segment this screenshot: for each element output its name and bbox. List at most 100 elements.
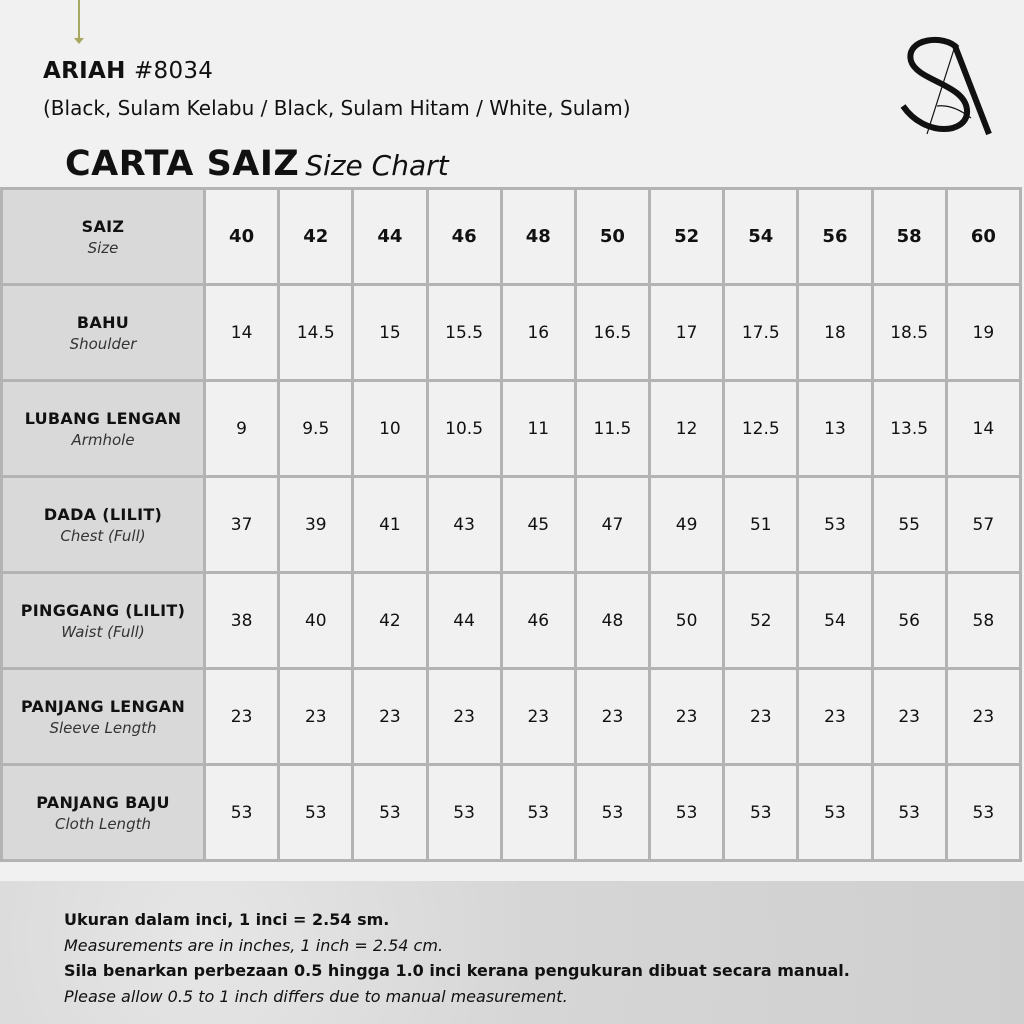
row-label: PANJANG LENGAN bbox=[20, 696, 186, 716]
value-cell: 47 bbox=[573, 475, 652, 574]
value-cell: 53 bbox=[277, 763, 355, 862]
row-sublabel: Cloth Length bbox=[55, 814, 151, 833]
note-tolerance-en: Please allow 0.5 to 1 inch differs due t… bbox=[64, 986, 568, 1006]
row-label-cell: PANJANG BAJU Cloth Length bbox=[0, 763, 206, 862]
row-sublabel: Shoulder bbox=[69, 334, 137, 353]
value-cell: 23 bbox=[648, 667, 726, 766]
value-cell: 23 bbox=[499, 667, 577, 766]
value-cell: 12.5 bbox=[722, 379, 800, 478]
value-cell: 23 bbox=[202, 667, 281, 766]
value-cell: 17.5 bbox=[722, 283, 800, 382]
row-label: DADA (LILIT) bbox=[43, 504, 163, 524]
size-header-cell: 42 bbox=[277, 187, 355, 286]
value-cell: 13.5 bbox=[870, 379, 948, 478]
value-cell: 53 bbox=[425, 763, 503, 862]
header-row: SAIZ Size 40 42 44 46 48 50 52 54 56 58 60 bbox=[0, 187, 1023, 286]
value-cell: 14 bbox=[202, 283, 281, 382]
value-cell: 53 bbox=[796, 763, 874, 862]
table-row: BAHU Shoulder 14 14.5 15 15.5 16 16.5 17 17.5 18 18… bbox=[0, 283, 1023, 382]
size-chart-table: SAIZ Size 40 42 44 46 48 50 52 54 56 58 60 BAHU Should… bbox=[0, 187, 1023, 862]
value-cell: 45 bbox=[499, 475, 577, 574]
value-cell: 13 bbox=[796, 379, 874, 478]
row-label: PINGGANG (LILIT) bbox=[20, 600, 186, 620]
value-cell: 53 bbox=[351, 763, 429, 862]
value-cell: 38 bbox=[202, 571, 281, 670]
chart-title: CARTA SAIZ Size Chart bbox=[65, 144, 449, 184]
row-label: PANJANG BAJU bbox=[36, 792, 170, 812]
value-cell: 53 bbox=[573, 763, 652, 862]
value-cell: 19 bbox=[944, 283, 1023, 382]
value-cell: 16.5 bbox=[573, 283, 652, 382]
size-header-cell: 54 bbox=[722, 187, 800, 286]
value-cell: 41 bbox=[351, 475, 429, 574]
value-cell: 9.5 bbox=[277, 379, 355, 478]
arrow-down-icon bbox=[74, 0, 84, 44]
value-cell: 16 bbox=[499, 283, 577, 382]
value-cell: 10 bbox=[351, 379, 429, 478]
size-header-cell: 40 bbox=[202, 187, 281, 286]
chart-title-sub: Size Chart bbox=[305, 149, 449, 182]
value-cell: 23 bbox=[277, 667, 355, 766]
value-cell: 12 bbox=[648, 379, 726, 478]
size-header-cell: 50 bbox=[573, 187, 652, 286]
value-cell: 53 bbox=[796, 475, 874, 574]
row-label: LUBANG LENGAN bbox=[24, 408, 182, 428]
row-label: SAIZ bbox=[81, 216, 125, 236]
footer-notes: Ukuran dalam inci, 1 inci = 2.54 sm. Mea… bbox=[0, 881, 1024, 1024]
row-sublabel: Chest (Full) bbox=[60, 526, 146, 545]
size-header-cell: 58 bbox=[870, 187, 948, 286]
value-cell: 18 bbox=[796, 283, 874, 382]
value-cell: 48 bbox=[573, 571, 652, 670]
value-cell: 54 bbox=[796, 571, 874, 670]
size-header-cell: 60 bbox=[944, 187, 1023, 286]
value-cell: 17 bbox=[648, 283, 726, 382]
value-cell: 23 bbox=[796, 667, 874, 766]
row-label-cell: PANJANG LENGAN Sleeve Length bbox=[0, 667, 206, 766]
product-code: #8034 bbox=[133, 58, 214, 84]
value-cell: 44 bbox=[425, 571, 503, 670]
value-cell: 53 bbox=[944, 763, 1023, 862]
chart-title-main: CARTA SAIZ bbox=[65, 144, 300, 184]
value-cell: 49 bbox=[648, 475, 726, 574]
row-sublabel: Waist (Full) bbox=[61, 622, 145, 641]
value-cell: 53 bbox=[202, 763, 281, 862]
row-label-cell: SAIZ Size bbox=[0, 187, 206, 286]
row-label-cell: LUBANG LENGAN Armhole bbox=[0, 379, 206, 478]
value-cell: 53 bbox=[648, 763, 726, 862]
value-cell: 23 bbox=[870, 667, 948, 766]
table-row: DADA (LILIT) Chest (Full) 37 39 41 43 45 47 49 51… bbox=[0, 475, 1023, 574]
size-header-cell: 56 bbox=[796, 187, 874, 286]
value-cell: 53 bbox=[499, 763, 577, 862]
value-cell: 53 bbox=[722, 763, 800, 862]
value-cell: 53 bbox=[870, 763, 948, 862]
value-cell: 23 bbox=[425, 667, 503, 766]
value-cell: 57 bbox=[944, 475, 1023, 574]
note-units-ms: Ukuran dalam inci, 1 inci = 2.54 sm. bbox=[64, 910, 390, 929]
row-label-cell: DADA (LILIT) Chest (Full) bbox=[0, 475, 206, 574]
value-cell: 23 bbox=[351, 667, 429, 766]
value-cell: 51 bbox=[722, 475, 800, 574]
row-sublabel: Sleeve Length bbox=[49, 718, 157, 737]
product-title: ARIAH #8034 bbox=[43, 58, 213, 84]
value-cell: 40 bbox=[277, 571, 355, 670]
note-tolerance-ms: Sila benarkan perbezaan 0.5 hingga 1.0 i… bbox=[64, 961, 850, 980]
value-cell: 14 bbox=[944, 379, 1023, 478]
value-cell: 46 bbox=[499, 571, 577, 670]
value-cell: 15 bbox=[351, 283, 429, 382]
value-cell: 56 bbox=[870, 571, 948, 670]
row-label-cell: PINGGANG (LILIT) Waist (Full) bbox=[0, 571, 206, 670]
brand-logo bbox=[900, 36, 992, 136]
value-cell: 43 bbox=[425, 475, 503, 574]
note-units-en: Measurements are in inches, 1 inch = 2.5… bbox=[64, 935, 444, 955]
value-cell: 14.5 bbox=[277, 283, 355, 382]
value-cell: 11 bbox=[499, 379, 577, 478]
product-name: ARIAH bbox=[43, 58, 126, 84]
value-cell: 23 bbox=[573, 667, 652, 766]
table-row: PINGGANG (LILIT) Waist (Full) 38 40 42 44 46 48… bbox=[0, 571, 1023, 670]
value-cell: 55 bbox=[870, 475, 948, 574]
value-cell: 23 bbox=[722, 667, 800, 766]
size-header-cell: 52 bbox=[648, 187, 726, 286]
size-header-cell: 48 bbox=[499, 187, 577, 286]
table-row: PANJANG BAJU Cloth Length 53 53 53 53 53 53 53 53… bbox=[0, 763, 1023, 862]
value-cell: 10.5 bbox=[425, 379, 503, 478]
